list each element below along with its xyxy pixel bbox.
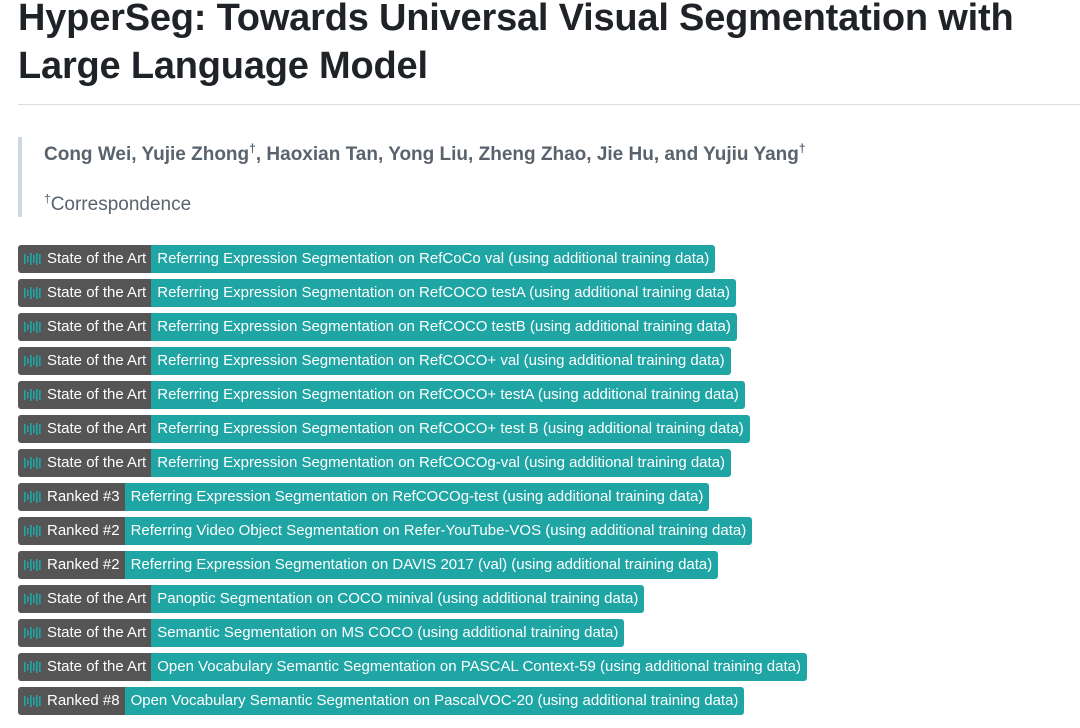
sota-badge[interactable]: State of the Art Referring Expression Seg…: [18, 381, 1080, 409]
badge-task: Open Vocabulary Semantic Segmentation on…: [151, 653, 807, 681]
badge-rank-label: State of the Art: [47, 284, 147, 301]
badge-task: Referring Expression Segmentation on Ref…: [151, 279, 737, 307]
badge-list: State of the Art Referring Expression Seg…: [18, 245, 1080, 715]
correspondence-note: †Correspondence: [44, 193, 1080, 217]
sota-badge[interactable]: State of the Art Referring Expression Seg…: [18, 347, 1080, 375]
badge-task: Referring Expression Segmentation on Ref…: [151, 381, 745, 409]
author-name: Yujiu Yang: [703, 144, 799, 165]
author-name: Yong Liu: [388, 144, 469, 165]
sota-badge[interactable]: Ranked #8 Open Vocabulary Semantic Segmen…: [18, 687, 1080, 715]
badge-task: Referring Expression Segmentation on DAV…: [124, 551, 719, 579]
badge-rank: State of the Art: [18, 381, 152, 409]
sota-badge[interactable]: State of the Art Referring Expression Seg…: [18, 415, 1080, 443]
badge-rank-label: Ranked #8: [47, 692, 120, 709]
bar-chart-icon: [24, 627, 42, 639]
bar-chart-icon: [24, 559, 42, 571]
badge-rank-label: State of the Art: [47, 318, 147, 335]
sota-badge[interactable]: State of the Art Referring Expression Seg…: [18, 449, 1080, 477]
badge-rank-label: State of the Art: [47, 250, 147, 267]
badge-rank-label: State of the Art: [47, 352, 147, 369]
bar-chart-icon: [24, 695, 42, 707]
badge-rank-label: Ranked #2: [47, 556, 120, 573]
badge-task: Open Vocabulary Semantic Segmentation on…: [124, 687, 745, 715]
bar-chart-icon: [24, 593, 42, 605]
badge-task: Referring Expression Segmentation on Ref…: [151, 449, 732, 477]
badge-rank: State of the Art: [18, 245, 152, 273]
badge-task: Referring Expression Segmentation on Ref…: [151, 415, 750, 443]
sota-badge[interactable]: State of the Art Referring Expression Seg…: [18, 313, 1080, 341]
sota-badge[interactable]: State of the Art Referring Expression Seg…: [18, 245, 1080, 273]
bar-chart-icon: [24, 253, 42, 265]
badge-rank-label: Ranked #2: [47, 522, 120, 539]
badge-rank: State of the Art: [18, 347, 152, 375]
badge-rank: State of the Art: [18, 279, 152, 307]
bar-chart-icon: [24, 457, 42, 469]
badge-rank-label: State of the Art: [47, 386, 147, 403]
sota-badge[interactable]: State of the Art Panoptic Segmentation on…: [18, 585, 1080, 613]
badge-task: Referring Expression Segmentation on Ref…: [124, 483, 710, 511]
bar-chart-icon: [24, 321, 42, 333]
bar-chart-icon: [24, 491, 42, 503]
sota-badge[interactable]: State of the Art Semantic Segmentation on…: [18, 619, 1080, 647]
bar-chart-icon: [24, 287, 42, 299]
badge-rank: State of the Art: [18, 585, 152, 613]
badge-rank: Ranked #2: [18, 517, 125, 545]
badge-rank-label: State of the Art: [47, 420, 147, 437]
sota-badge[interactable]: State of the Art Open Vocabulary Semantic…: [18, 653, 1080, 681]
badge-rank: State of the Art: [18, 313, 152, 341]
author-conjunction: and: [664, 144, 699, 165]
sota-badge[interactable]: Ranked #2 Referring Video Object Segmenta…: [18, 517, 1080, 545]
page-title: HyperSeg: Towards Universal Visual Segme…: [18, 0, 1080, 105]
badge-rank: State of the Art: [18, 415, 152, 443]
badge-task: Referring Expression Segmentation on Ref…: [151, 245, 716, 273]
badge-rank: Ranked #2: [18, 551, 125, 579]
bar-chart-icon: [24, 389, 42, 401]
bar-chart-icon: [24, 525, 42, 537]
dagger-mark: †: [249, 141, 256, 156]
author-name: Haoxian Tan: [266, 144, 378, 165]
badge-rank: Ranked #8: [18, 687, 125, 715]
author-list: Cong Wei, Yujie Zhong†, Haoxian Tan, Yon…: [44, 141, 806, 165]
badge-task: Referring Video Object Segmentation on R…: [124, 517, 753, 545]
badge-rank: State of the Art: [18, 653, 152, 681]
readme-content: HyperSeg: Towards Universal Visual Segme…: [18, 0, 1080, 721]
author-name: Cong Wei: [44, 144, 132, 165]
badge-task: Semantic Segmentation on MS COCO (using …: [151, 619, 625, 647]
badge-rank-label: State of the Art: [47, 658, 147, 675]
author-name: Yujie Zhong: [141, 144, 250, 165]
badge-rank-label: Ranked #3: [47, 488, 120, 505]
author-name: Jie Hu: [596, 144, 654, 165]
badge-rank-label: State of the Art: [47, 590, 147, 607]
badge-task: Panoptic Segmentation on COCO minival (u…: [151, 585, 645, 613]
badge-task: Referring Expression Segmentation on Ref…: [151, 347, 731, 375]
author-name: Zheng Zhao: [478, 144, 587, 165]
bar-chart-icon: [24, 423, 42, 435]
author-blockquote: Cong Wei, Yujie Zhong†, Haoxian Tan, Yon…: [18, 137, 1080, 217]
dagger-mark: †: [798, 141, 806, 156]
badge-task: Referring Expression Segmentation on Ref…: [151, 313, 737, 341]
badge-rank-label: State of the Art: [47, 624, 147, 641]
dagger-mark: †: [44, 191, 51, 206]
sota-badge[interactable]: Ranked #2 Referring Expression Segmentati…: [18, 551, 1080, 579]
bar-chart-icon: [24, 355, 42, 367]
bar-chart-icon: [24, 661, 42, 673]
badge-rank: State of the Art: [18, 619, 152, 647]
badge-rank: State of the Art: [18, 449, 152, 477]
sota-badge[interactable]: State of the Art Referring Expression Seg…: [18, 279, 1080, 307]
sota-badge[interactable]: Ranked #3 Referring Expression Segmentati…: [18, 483, 1080, 511]
badge-rank-label: State of the Art: [47, 454, 147, 471]
badge-rank: Ranked #3: [18, 483, 125, 511]
correspondence-label: Correspondence: [50, 194, 192, 215]
